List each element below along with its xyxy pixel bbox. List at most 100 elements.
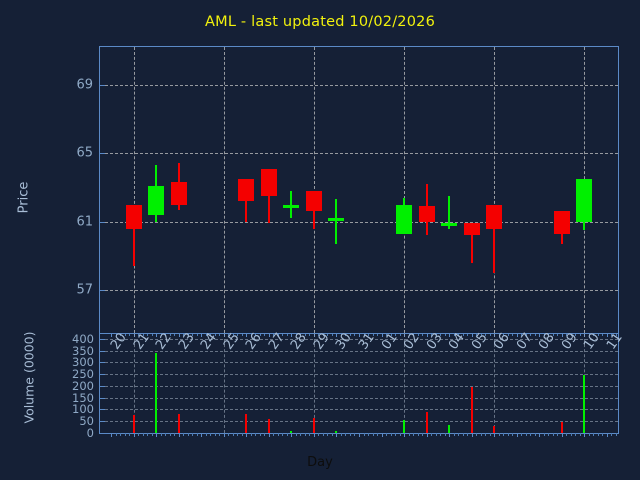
x-tick-minor	[232, 333, 234, 336]
x-tick-minor	[241, 433, 243, 436]
volume-bar[interactable]	[155, 352, 158, 433]
x-tick-minor	[115, 433, 117, 436]
x-tick-minor	[219, 433, 221, 436]
volume-bar[interactable]	[312, 418, 315, 433]
candlestick[interactable]	[260, 47, 277, 333]
x-tick-minor	[377, 333, 379, 336]
candlestick[interactable]	[328, 47, 345, 333]
x-tick-minor	[444, 333, 446, 336]
candlestick[interactable]	[463, 47, 480, 333]
price-gridline	[100, 221, 618, 223]
x-tick-mark	[449, 433, 451, 437]
x-tick-label: 22	[153, 330, 176, 353]
x-tick-minor	[593, 333, 595, 336]
candle-body	[148, 185, 165, 215]
x-tick-minor	[138, 333, 140, 336]
volume-bar[interactable]	[177, 414, 180, 433]
x-tick-minor	[142, 333, 144, 336]
x-tick-minor	[259, 333, 261, 336]
candlestick[interactable]	[396, 47, 413, 333]
x-tick-minor	[485, 333, 487, 336]
x-tick-mark	[539, 433, 541, 437]
volume-bar[interactable]	[560, 422, 563, 433]
x-tick-minor	[318, 433, 320, 436]
x-tick-minor	[566, 333, 568, 336]
candlestick[interactable]	[283, 47, 300, 333]
x-tick-minor	[120, 333, 122, 336]
volume-bar[interactable]	[448, 424, 451, 433]
x-tick-minor	[548, 333, 550, 336]
x-tick-mark	[336, 433, 338, 437]
x-tick-minor	[309, 333, 311, 336]
x-tick-label: 30	[333, 330, 356, 353]
candlestick[interactable]	[238, 47, 255, 333]
x-tick-minor	[453, 333, 455, 336]
volume-bar[interactable]	[132, 415, 135, 433]
x-tick-mark	[156, 333, 158, 337]
x-tick-minor	[521, 333, 523, 336]
candlestick[interactable]	[486, 47, 503, 333]
x-tick-mark	[606, 333, 608, 337]
x-tick-mark	[291, 433, 293, 437]
volume-tick-label: 150	[72, 390, 94, 405]
x-tick-minor	[142, 433, 144, 436]
x-tick-minor	[467, 333, 469, 336]
x-tick-minor	[282, 433, 284, 436]
x-tick-mark	[111, 333, 113, 337]
volume-bar[interactable]	[403, 420, 406, 433]
x-tick-minor	[525, 333, 527, 336]
x-tick-mark	[111, 433, 113, 437]
volume-bar[interactable]	[290, 431, 293, 433]
x-tick-minor	[264, 433, 266, 436]
candle-body	[463, 223, 480, 236]
volume-bar[interactable]	[335, 431, 338, 433]
volume-bar[interactable]	[493, 425, 496, 433]
candle-body	[260, 168, 277, 196]
candlestick[interactable]	[576, 47, 593, 333]
x-tick-minor	[422, 433, 424, 436]
volume-bar[interactable]	[583, 375, 586, 433]
candlestick[interactable]	[553, 47, 570, 333]
x-tick-minor	[129, 333, 131, 336]
volume-chart-panel: 400 350 300 250 200 150 100 50 0 20 21 22 23 24 25 26 27…	[72, 330, 625, 440]
volume-bar[interactable]	[470, 387, 473, 433]
x-tick-minor	[286, 433, 288, 436]
x-tick-label: 08	[536, 330, 558, 353]
x-tick-mark	[246, 433, 248, 437]
x-tick-minor	[183, 433, 185, 436]
volume-gridline	[100, 421, 618, 423]
x-tick-minor	[408, 433, 410, 436]
x-tick-mark	[359, 333, 360, 337]
x-tick-minor	[264, 333, 266, 336]
x-tick-minor	[192, 433, 194, 436]
volume-bar[interactable]	[425, 411, 428, 433]
candlestick[interactable]	[125, 47, 142, 333]
x-tick-minor	[255, 433, 257, 436]
x-tick-mark	[156, 433, 158, 437]
x-tick-mark	[516, 333, 518, 337]
x-tick-minor	[273, 333, 275, 336]
x-tick-minor	[597, 333, 599, 336]
x-tick-minor	[331, 433, 333, 436]
x-tick-mark	[246, 333, 248, 337]
volume-gridline-vertical	[313, 334, 315, 433]
x-tick-minor	[602, 433, 604, 436]
x-tick-minor	[300, 433, 302, 436]
volume-bar[interactable]	[245, 414, 248, 433]
candlestick[interactable]	[418, 47, 435, 333]
x-tick-minor	[228, 433, 230, 436]
candle-body	[238, 178, 255, 202]
x-tick-minor	[214, 433, 216, 436]
volume-bar[interactable]	[267, 418, 270, 433]
x-tick-minor	[187, 333, 189, 336]
x-tick-minor	[187, 433, 189, 436]
x-tick-mark	[291, 333, 293, 337]
volume-tick-label: 100	[72, 402, 94, 417]
candlestick[interactable]	[170, 47, 187, 333]
candlestick[interactable]	[148, 47, 165, 333]
x-tick-minor	[196, 333, 198, 336]
candlestick[interactable]	[305, 47, 322, 333]
x-tick-mark	[561, 433, 563, 437]
x-tick-minor	[192, 333, 194, 336]
candlestick[interactable]	[441, 47, 458, 333]
